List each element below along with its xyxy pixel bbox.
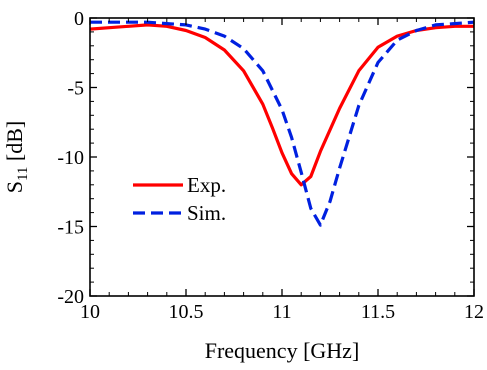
legend-label-sim: Sim. — [187, 201, 226, 225]
plot-frame — [90, 18, 474, 296]
x-tick-label: 11.5 — [361, 301, 395, 323]
axis-ticks — [90, 18, 474, 296]
x-tick-label: 12 — [464, 301, 484, 323]
legend-label-exp: Exp. — [187, 173, 226, 197]
x-axis-title: Frequency [GHz] — [205, 338, 360, 363]
series-line-sim — [90, 22, 474, 225]
y-axis-title: S11 [dB] — [2, 121, 31, 194]
series-lines — [90, 22, 474, 225]
y-axis-title-main: S — [2, 181, 27, 193]
y-axis-title-subscript: 11 — [15, 167, 31, 181]
y-tick-label: -20 — [57, 286, 84, 308]
tick-labels: 10 10.5 11 11.5 120-5-10-15-20 — [57, 8, 484, 323]
y-axis-title-unit: [dB] — [2, 121, 27, 167]
y-tick-label: -5 — [67, 78, 84, 100]
x-tick-label: 11 — [272, 301, 291, 323]
legend: Exp. Sim. — [133, 173, 226, 225]
y-tick-label: -15 — [57, 217, 84, 239]
series-line-exp — [90, 25, 474, 185]
y-tick-label: 0 — [74, 8, 84, 30]
x-tick-label: 10.5 — [169, 301, 204, 323]
y-tick-label: -10 — [57, 147, 84, 169]
